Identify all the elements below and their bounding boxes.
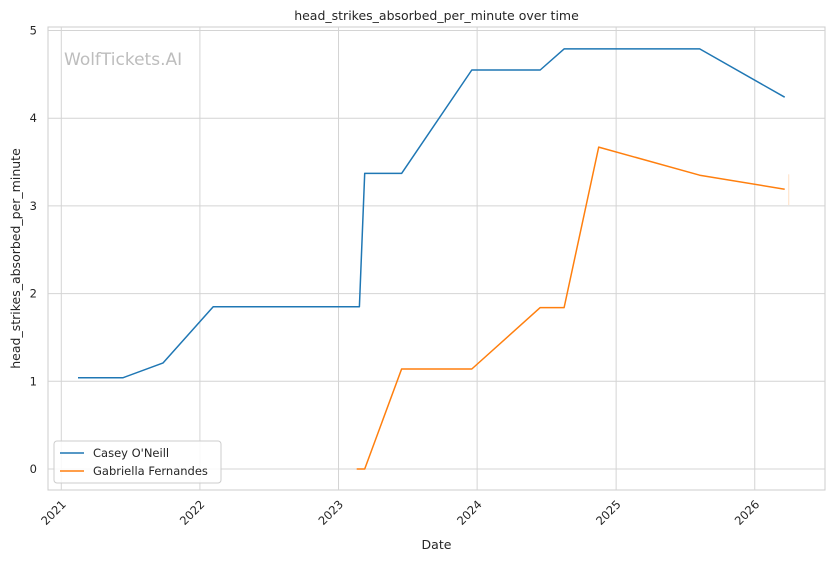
x-tick-label: 2021 — [38, 497, 69, 528]
x-axis-label: Date — [422, 537, 452, 552]
y-axis-ticks: 0 1 2 3 4 5 — [30, 24, 37, 476]
y-axis-label: head_strikes_absorbed_per_minute — [8, 148, 23, 369]
y-tick-label: 5 — [30, 24, 37, 38]
x-tick-label: 2023 — [315, 497, 346, 528]
legend-label: Casey O'Neill — [93, 446, 169, 460]
series-line-0 — [78, 48, 786, 379]
x-tick-label: 2024 — [454, 497, 485, 528]
y-tick-label: 4 — [30, 111, 37, 125]
y-tick-label: 1 — [30, 374, 37, 388]
watermark: WolfTickets.AI — [64, 50, 182, 70]
legend-label: Gabriella Fernandes — [93, 464, 208, 478]
x-tick-label: 2025 — [593, 497, 624, 528]
x-tick-label: 2022 — [177, 497, 208, 528]
x-axis-ticks: 2021 2022 2023 2024 2025 2026 — [38, 497, 762, 528]
series-line-1 — [356, 146, 785, 470]
chart-title: head_strikes_absorbed_per_minute over ti… — [294, 8, 579, 23]
legend: Casey O'Neill Gabriella Fernandes — [53, 440, 222, 484]
series-layer — [77, 48, 790, 470]
y-tick-label: 2 — [30, 287, 37, 301]
y-tick-label: 3 — [30, 199, 37, 213]
y-tick-label: 0 — [30, 462, 37, 476]
legend-frame — [53, 440, 222, 484]
plot-area — [47, 26, 826, 491]
x-tick-label: 2026 — [732, 497, 763, 528]
